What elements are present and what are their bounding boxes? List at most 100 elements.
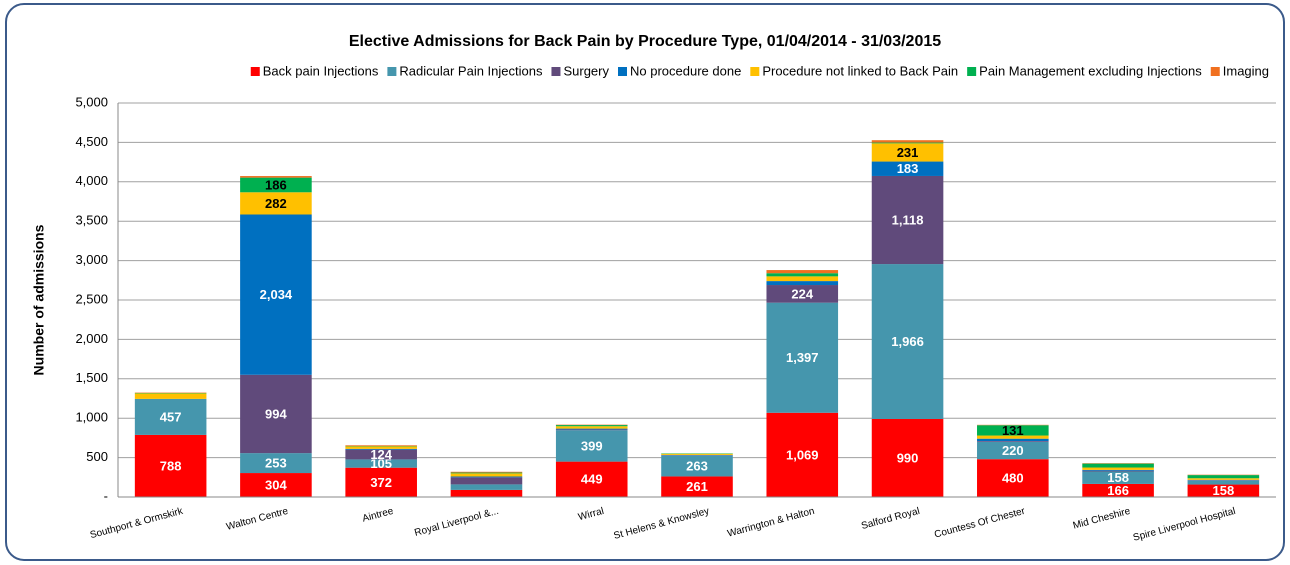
legend: Back pain Injections Radicular Pain Injec… <box>250 63 1269 78</box>
bar-segment <box>766 276 839 282</box>
bar-segment <box>766 302 839 413</box>
bar-segment <box>977 438 1049 442</box>
bar-segment <box>450 477 523 485</box>
bar-segment <box>450 489 523 497</box>
data-label: 231 <box>897 145 919 160</box>
data-label: 166 <box>1107 483 1129 498</box>
bar-segment <box>345 449 417 460</box>
bar-segment <box>240 177 312 193</box>
data-label: 124 <box>370 447 392 462</box>
data-label: 399 <box>581 438 603 453</box>
bar-segment <box>766 273 839 277</box>
data-label: 220 <box>1002 443 1024 458</box>
legend-swatch <box>387 67 397 76</box>
legend-swatch <box>750 67 760 76</box>
bar-segment <box>1187 478 1260 480</box>
bar-segment <box>977 441 1049 442</box>
bar-segment <box>661 453 733 455</box>
legend-label: Imaging <box>1223 63 1269 78</box>
bar-segment <box>766 285 839 303</box>
data-label: 1,397 <box>786 350 819 365</box>
bar-segment <box>977 425 1049 436</box>
legend-swatch <box>250 67 260 76</box>
bar-segment <box>240 176 312 178</box>
y-tick-label: 2,000 <box>75 331 108 346</box>
data-label: 253 <box>265 456 287 471</box>
data-label: 158 <box>1213 483 1235 498</box>
chart-title: Elective Admissions for Back Pain by Pro… <box>349 33 941 50</box>
y-tick-label: 3,000 <box>75 252 108 267</box>
bar-segment <box>134 398 207 435</box>
y-tick-label: - <box>104 488 108 503</box>
bar-segment <box>766 270 839 274</box>
bar-segment <box>871 175 944 265</box>
y-tick-label: 1,000 <box>75 410 108 425</box>
bar-segment <box>450 471 523 473</box>
data-label: 372 <box>370 475 392 490</box>
data-label: 2,034 <box>260 287 293 302</box>
bar-segment <box>450 472 523 474</box>
data-label: 263 <box>686 459 708 474</box>
bar-segment <box>1082 483 1154 497</box>
bar-segment <box>1082 470 1154 472</box>
bar-segment <box>871 143 944 162</box>
data-label: 1,069 <box>786 447 819 462</box>
bar-segment <box>345 459 417 468</box>
bar-segment <box>450 484 523 490</box>
bar-segment <box>450 473 523 477</box>
legend-label: Surgery <box>563 63 609 78</box>
data-label: 1,966 <box>891 334 924 349</box>
y-tick-label: 5,000 <box>75 94 108 109</box>
legend-swatch <box>967 67 977 76</box>
bar-segment <box>345 445 417 447</box>
data-label: 994 <box>265 406 287 421</box>
bar-segment <box>871 264 944 419</box>
bar-segment <box>977 459 1049 497</box>
data-label: 105 <box>370 456 392 471</box>
bar-segment <box>871 142 944 144</box>
bar-segment <box>661 455 733 477</box>
y-axis-label: Number of admissions <box>31 224 47 375</box>
bar-segment <box>555 429 628 431</box>
bar-segment <box>1082 467 1154 470</box>
bar-segment <box>977 441 1049 460</box>
data-label: 261 <box>686 479 708 494</box>
bar-segment <box>871 140 944 143</box>
data-label: 183 <box>897 161 919 176</box>
bar-segment <box>1187 475 1260 479</box>
bar-segment <box>977 435 1049 439</box>
bar-segment <box>1187 480 1260 485</box>
bar-segment <box>766 412 839 497</box>
bar-segment <box>134 434 207 497</box>
bar-segment <box>555 461 628 497</box>
data-label: 282 <box>265 196 287 211</box>
bar-segment <box>1082 471 1154 484</box>
legend-label: Radicular Pain Injections <box>399 63 543 78</box>
bar-segment <box>766 281 839 286</box>
legend-label: No procedure done <box>630 63 741 78</box>
legend-swatch <box>1210 67 1220 76</box>
bar-segment <box>1082 463 1154 468</box>
data-label: 788 <box>160 458 182 473</box>
y-tick-label: 3,500 <box>75 213 108 228</box>
bar-segment <box>661 476 733 497</box>
bar-segment <box>871 161 944 176</box>
bar-segment <box>240 374 312 454</box>
data-label: 457 <box>160 409 182 424</box>
bar-segment <box>555 430 628 462</box>
data-label: 990 <box>897 450 919 465</box>
bar-segment <box>1082 469 1154 471</box>
y-tick-label: 4,000 <box>75 173 108 188</box>
data-label: 304 <box>265 477 287 492</box>
legend-swatch <box>618 67 627 76</box>
bar-segment <box>555 426 628 429</box>
chart-frame <box>5 3 1285 561</box>
data-label: 186 <box>265 177 287 192</box>
data-label: 224 <box>791 286 813 301</box>
bar-segment <box>555 428 628 430</box>
bar-segment <box>345 467 417 497</box>
bar-segment <box>450 476 523 478</box>
bar-segment <box>345 448 417 450</box>
y-tick-label: 1,500 <box>75 370 108 385</box>
y-tick-label: 4,500 <box>75 134 108 149</box>
